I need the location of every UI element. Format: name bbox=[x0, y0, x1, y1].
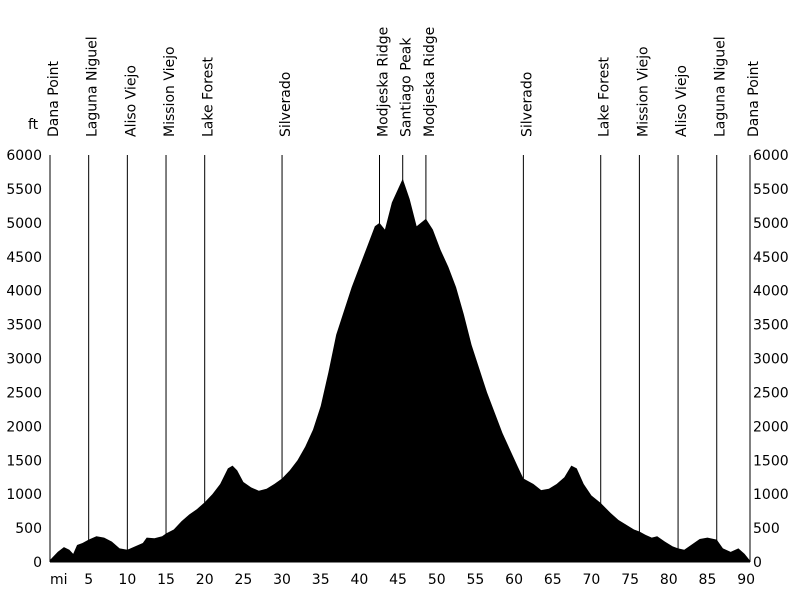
location-label: Laguna Niguel bbox=[85, 36, 101, 137]
x-tick-label: 5 bbox=[84, 572, 93, 588]
y-tick-label-right: 3000 bbox=[753, 352, 789, 368]
location-label: Silverado bbox=[519, 72, 535, 137]
x-tick-label: 90 bbox=[737, 572, 755, 588]
location-label: Dana Point bbox=[46, 60, 62, 137]
x-tick-label: 70 bbox=[583, 572, 601, 588]
y-tick-label-left: 4500 bbox=[6, 250, 42, 266]
x-tick-label: 10 bbox=[118, 572, 136, 588]
y-tick-labels: 0 0 500 500 1000 1000 1500 1500 2000 2000 2500 2500… bbox=[6, 148, 788, 571]
location-label: Mission Viejo bbox=[162, 46, 178, 137]
y-tick-label-right: 0 bbox=[753, 555, 762, 571]
location-label: Laguna Niguel bbox=[713, 36, 729, 137]
y-tick-label-right: 2000 bbox=[753, 419, 789, 435]
y-tick-label-right: 4500 bbox=[753, 250, 789, 266]
y-tick-label-right: 2500 bbox=[753, 385, 789, 401]
y-tick-label-left: 1500 bbox=[6, 453, 42, 469]
location-labels: Dana Point Laguna Niguel Aliso Viejo Missio… bbox=[46, 27, 762, 137]
x-tick-label: 75 bbox=[621, 572, 639, 588]
x-tick-label: 35 bbox=[312, 572, 330, 588]
x-tick-label: 65 bbox=[544, 572, 562, 588]
x-tick-label: 80 bbox=[660, 572, 678, 588]
location-label: Mission Viejo bbox=[635, 46, 651, 137]
location-label: Lake Forest bbox=[597, 56, 613, 137]
x-unit-label: mi bbox=[50, 572, 68, 588]
x-tick-label: 50 bbox=[428, 572, 446, 588]
y-tick-label-left: 2000 bbox=[6, 419, 42, 435]
y-unit-label-left: ft bbox=[28, 117, 39, 133]
y-tick-label-left: 5000 bbox=[6, 216, 42, 232]
x-tick-label: 30 bbox=[273, 572, 291, 588]
location-label: Dana Point bbox=[746, 60, 762, 137]
elevation-area-layer bbox=[50, 178, 750, 563]
x-tick-labels: 5 10 15 20 25 30 35 40 45 50 55 60 65 70 75 80 85 90 bbox=[84, 572, 755, 588]
y-tick-label-left: 5500 bbox=[6, 182, 42, 198]
y-tick-label-left: 0 bbox=[33, 555, 42, 571]
location-label: Modjeska Ridge bbox=[376, 27, 392, 137]
location-label: Modjeska Ridge bbox=[422, 27, 438, 137]
location-label: Lake Forest bbox=[201, 56, 217, 137]
y-tick-label-left: 4000 bbox=[6, 284, 42, 300]
y-tick-label-left: 1000 bbox=[6, 487, 42, 503]
x-tick-label: 20 bbox=[196, 572, 214, 588]
x-tick-label: 15 bbox=[157, 572, 175, 588]
y-tick-label-right: 6000 bbox=[753, 148, 789, 164]
y-tick-label-right: 1500 bbox=[753, 453, 789, 469]
y-tick-label-right: 4000 bbox=[753, 284, 789, 300]
x-tick-label: 85 bbox=[699, 572, 717, 588]
y-tick-label-right: 5000 bbox=[753, 216, 789, 232]
location-label: Santiago Peak bbox=[399, 37, 415, 137]
x-tick-label: 60 bbox=[505, 572, 523, 588]
y-tick-label-left: 3000 bbox=[6, 352, 42, 368]
elevation-area bbox=[50, 178, 750, 563]
y-tick-label-left: 2500 bbox=[6, 385, 42, 401]
x-tick-label: 25 bbox=[234, 572, 252, 588]
x-tick-label: 55 bbox=[467, 572, 485, 588]
location-label: Aliso Viejo bbox=[123, 65, 139, 137]
x-tick-label: 40 bbox=[350, 572, 368, 588]
x-tick-label: 45 bbox=[389, 572, 407, 588]
y-tick-label-left: 6000 bbox=[6, 148, 42, 164]
y-tick-label-right: 5500 bbox=[753, 182, 789, 198]
y-tick-label-left: 500 bbox=[15, 521, 42, 537]
location-label: Aliso Viejo bbox=[674, 65, 690, 137]
location-label: Silverado bbox=[278, 72, 294, 137]
y-tick-label-right: 500 bbox=[753, 521, 780, 537]
y-tick-label-left: 3500 bbox=[6, 318, 42, 334]
left-y-axis: ft bbox=[28, 117, 51, 562]
y-tick-label-right: 1000 bbox=[753, 487, 789, 503]
y-tick-label-right: 3500 bbox=[753, 318, 789, 334]
